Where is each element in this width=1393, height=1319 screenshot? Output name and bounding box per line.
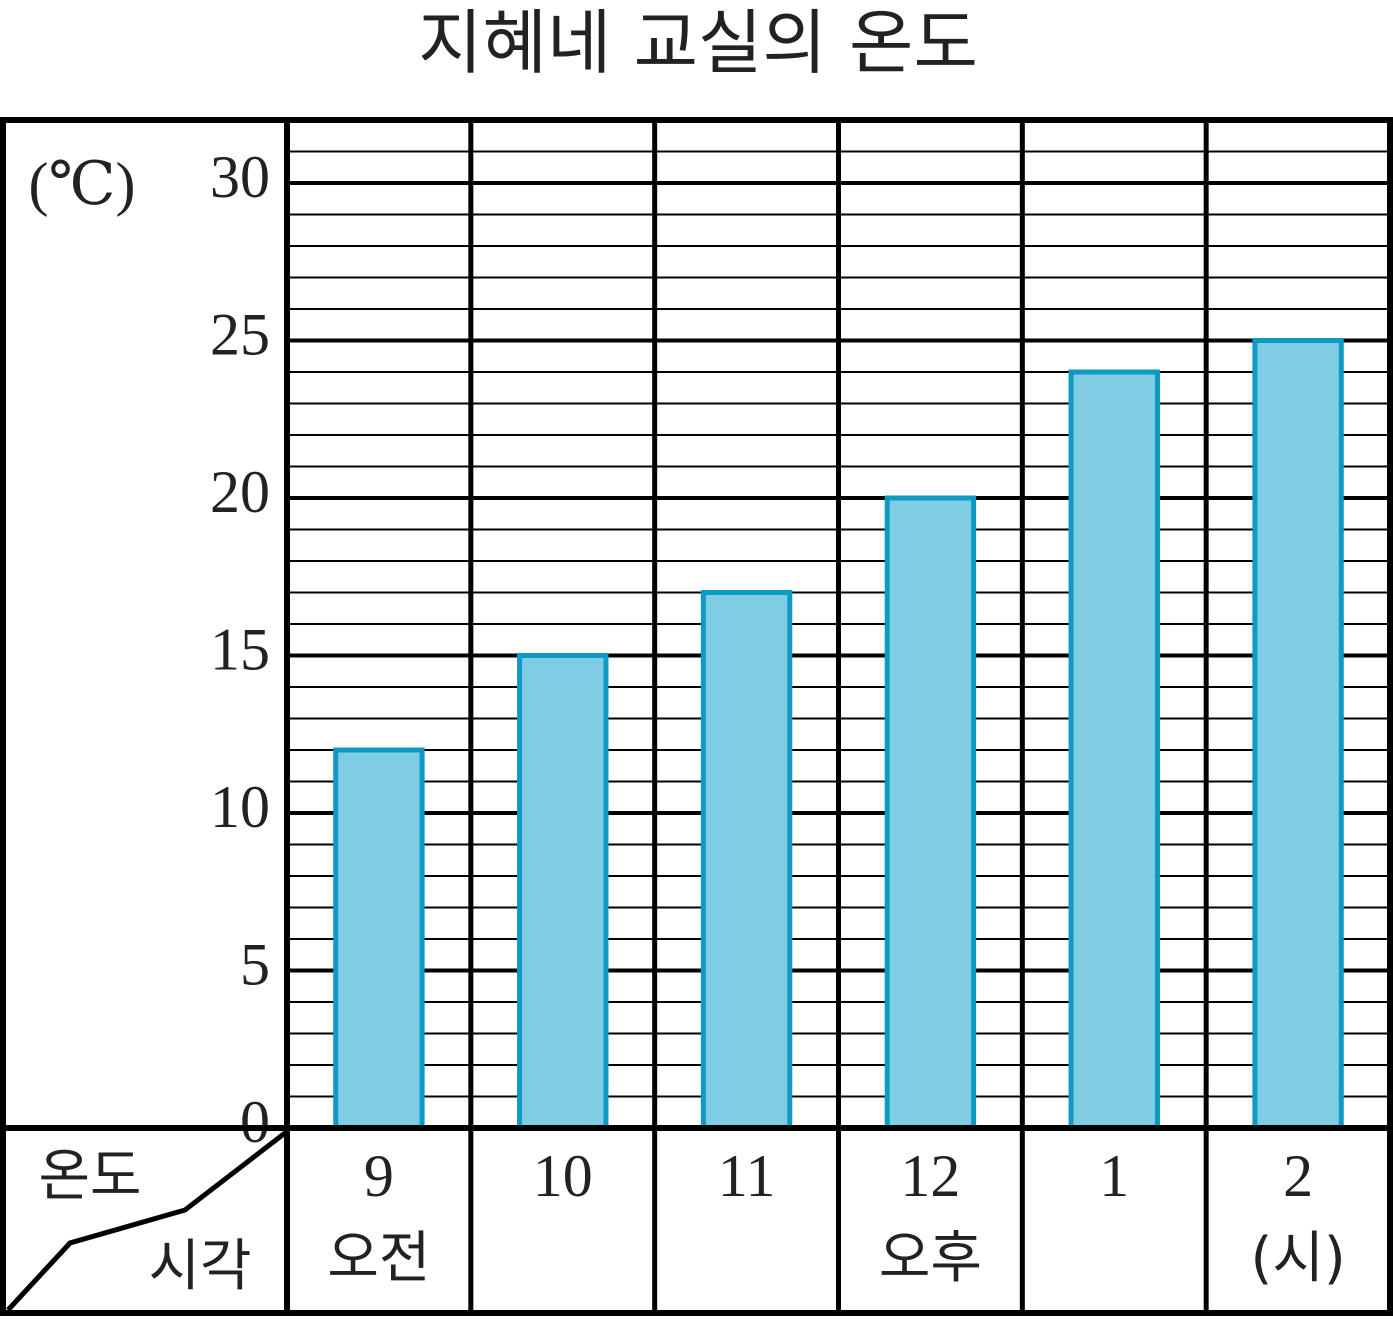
bar (700, 590, 793, 1131)
period-label: 오후 (879, 1226, 982, 1291)
bar (333, 747, 425, 1131)
y-tick-label: 10 (210, 774, 270, 840)
x-unit: (시) (1250, 1226, 1345, 1291)
bar (517, 653, 609, 1131)
x-tick-label: 1 (1099, 1143, 1129, 1209)
y-tick-label: 5 (240, 931, 270, 997)
value-header: 온도 (38, 1144, 141, 1209)
x-tick-label: 11 (718, 1143, 776, 1209)
bar (1068, 369, 1160, 1131)
y-tick-label: 20 (210, 459, 270, 525)
x-tick-label: 12 (900, 1143, 960, 1209)
chart-title: 지혜네 교실의 온도 (418, 2, 978, 84)
frame (0, 117, 1393, 1316)
bar (1252, 338, 1344, 1131)
y-unit: (℃) (28, 151, 135, 217)
corner-divider (6, 1131, 287, 1312)
x-tick-label: 2 (1283, 1143, 1313, 1209)
y-tick-label: 0 (240, 1089, 270, 1155)
y-tick-label: 30 (210, 144, 270, 210)
y-tick-label: 25 (210, 301, 270, 367)
x-tick-label: 9 (364, 1143, 394, 1209)
bar (884, 495, 977, 1131)
category-header: 시각 (148, 1234, 251, 1299)
period-label: 오전 (327, 1226, 430, 1291)
x-tick-label: 10 (533, 1143, 593, 1209)
y-tick-label: 15 (210, 616, 270, 682)
